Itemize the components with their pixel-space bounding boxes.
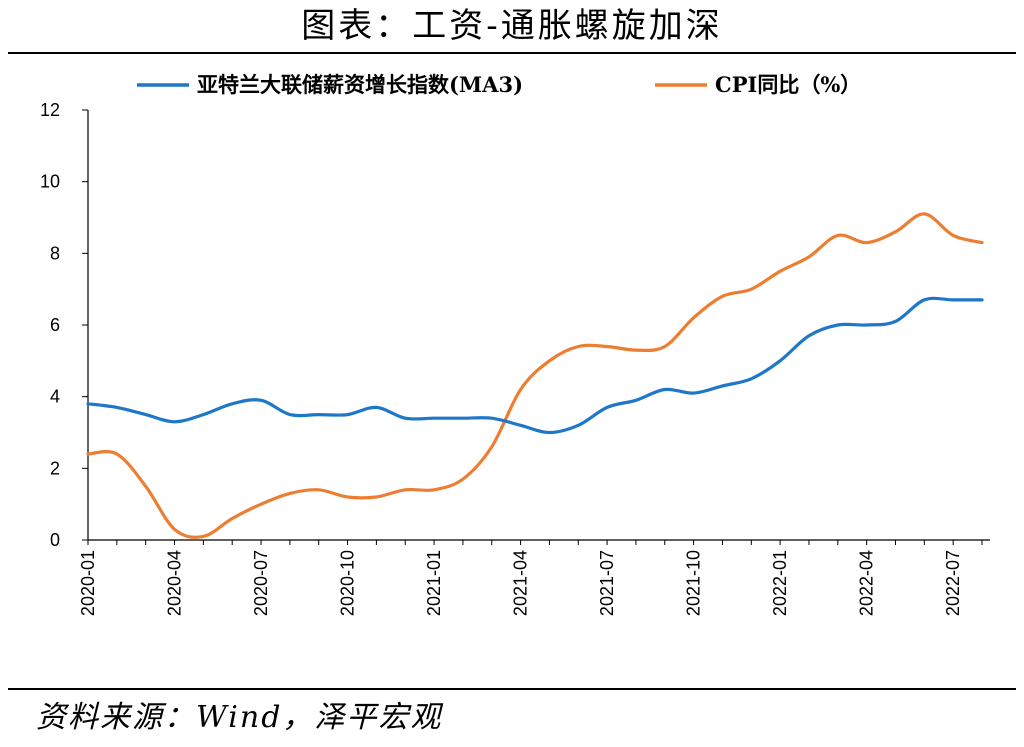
y-tick-label: 10 [40, 172, 60, 192]
x-tick-label: 2020-01 [78, 550, 98, 616]
y-tick-label: 8 [50, 243, 60, 263]
y-tick-label: 12 [40, 100, 60, 120]
source-note: 资料来源：Wind，泽平宏观 [36, 700, 443, 735]
y-tick-label: 2 [50, 458, 60, 478]
legend-wage-growth-label: 亚特兰大联储薪资增长指数(MA3) [197, 72, 523, 97]
x-tick-label: 2021-04 [511, 550, 531, 616]
line-chart: 0 2 4 6 8 10 12 2020-01 2020-04 2020-07 2020-10 202… [40, 72, 990, 616]
legend-cpi-label: CPI同比（%） [715, 72, 861, 97]
x-tick-label: 2022-07 [943, 550, 963, 616]
x-tick-label: 2020-07 [251, 550, 271, 616]
series-line-wage-growth [86, 296, 984, 435]
title-divider [8, 52, 1016, 54]
y-tick-label: 4 [50, 387, 60, 407]
y-tick-label: 0 [50, 530, 60, 550]
x-tick-label: 2021-10 [684, 550, 704, 616]
series-line-cpi [86, 212, 984, 539]
x-tick-label: 2021-01 [424, 550, 444, 616]
x-tick-label: 2022-04 [857, 550, 877, 616]
x-tick-label: 2020-10 [338, 550, 358, 616]
y-tick-label: 6 [50, 315, 60, 335]
chart-title: 图表：工资-通胀螺旋加深 [301, 6, 723, 46]
x-tick-label: 2020-04 [165, 550, 185, 616]
x-tick-label: 2021-07 [597, 550, 617, 616]
footer-divider [8, 688, 1016, 690]
x-tick-label: 2022-01 [770, 550, 790, 616]
